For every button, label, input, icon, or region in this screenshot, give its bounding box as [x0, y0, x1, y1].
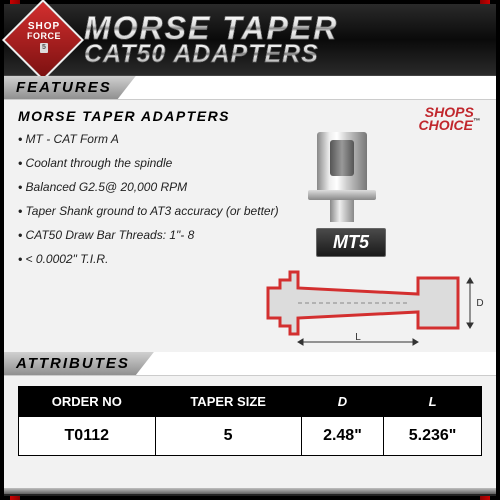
feature-item: Balanced G2.5@ 20,000 RPM [18, 180, 482, 194]
logo-line2: FORCE [16, 32, 72, 42]
cell-taper-size: 5 [155, 417, 301, 456]
content-area: FEATURES SHOPS CHOICE™ MORSE TAPER ADAPT… [4, 76, 496, 494]
dimension-diagram: L D [258, 258, 488, 348]
col-taper-size: TAPER SIZE [155, 387, 301, 417]
outer-frame: SHOP FORCE 5 MORSE TAPER CAT50 ADAPTERS … [0, 0, 500, 500]
title-block: MORSE TAPER CAT50 ADAPTERS [84, 14, 488, 65]
attributes-body: ORDER NO TAPER SIZE D L T0112 5 2.48" 5.… [4, 376, 496, 456]
shops-choice-word: CHOICE [419, 117, 473, 133]
feature-item: Taper Shank ground to AT3 accuracy (or b… [18, 204, 482, 218]
footer-stripe [4, 488, 496, 494]
feature-item: CAT50 Draw Bar Threads: 1"- 8 [18, 228, 482, 242]
col-l: L [384, 387, 482, 417]
feature-list: MT - CAT Form A Coolant through the spin… [18, 132, 482, 266]
attributes-table: ORDER NO TAPER SIZE D L T0112 5 2.48" 5.… [18, 386, 482, 456]
trademark-icon: ™ [473, 118, 480, 125]
header: SHOP FORCE 5 MORSE TAPER CAT50 ADAPTERS [4, 4, 496, 76]
col-d: D [301, 387, 383, 417]
page-title-line2: CAT50 ADAPTERS [84, 43, 488, 66]
adapter-stem-icon [330, 200, 354, 222]
dim-l-label: L [355, 332, 361, 343]
dim-d-label: D [476, 298, 483, 309]
cell-order-no: T0112 [19, 417, 156, 456]
features-subheading: MORSE TAPER ADAPTERS [18, 108, 482, 124]
logo-text: SHOP FORCE 5 [16, 21, 72, 54]
shops-choice-line2: CHOICE™ [419, 119, 480, 132]
page-title-line1: MORSE TAPER [84, 14, 488, 43]
feature-item: MT - CAT Form A [18, 132, 482, 146]
logo-line3: 5 [40, 43, 48, 53]
attributes-heading: ATTRIBUTES [4, 352, 154, 375]
table-header-row: ORDER NO TAPER SIZE D L [19, 387, 482, 417]
logo-line1: SHOP [16, 21, 72, 32]
product-photo [308, 132, 376, 232]
cell-d: 2.48" [301, 417, 383, 456]
attributes-tab-row: ATTRIBUTES [4, 352, 496, 376]
features-heading: FEATURES [4, 76, 136, 99]
table-row: T0112 5 2.48" 5.236" [19, 417, 482, 456]
shops-choice-badge: SHOPS CHOICE™ [419, 106, 480, 133]
brand-logo: SHOP FORCE 5 [12, 9, 74, 71]
page-frame: SHOP FORCE 5 MORSE TAPER CAT50 ADAPTERS … [4, 4, 496, 496]
col-order-no: ORDER NO [19, 387, 156, 417]
cell-l: 5.236" [384, 417, 482, 456]
dim-d-group [467, 278, 473, 328]
mt5-callout: MT5 [316, 228, 386, 257]
features-tab-row: FEATURES [4, 76, 496, 100]
adapter-body-icon [317, 132, 367, 190]
feature-item: Coolant through the spindle [18, 156, 482, 170]
adapter-flange-icon [308, 190, 376, 200]
features-body: SHOPS CHOICE™ MORSE TAPER ADAPTERS MT - … [4, 100, 496, 352]
